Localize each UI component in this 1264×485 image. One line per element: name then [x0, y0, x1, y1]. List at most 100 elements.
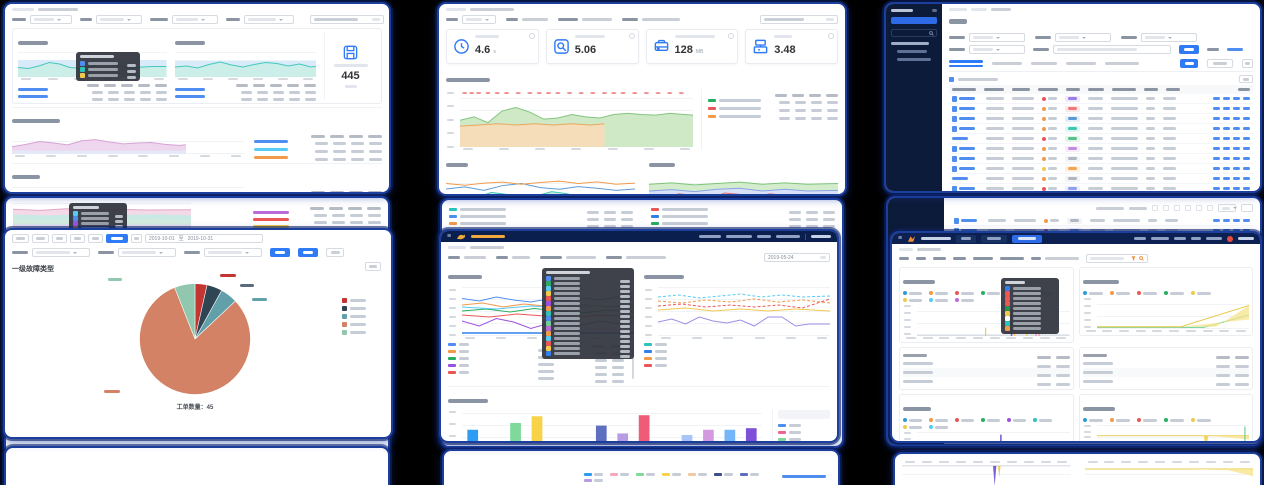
titlebar-menu-item[interactable]: [699, 235, 721, 238]
legend-item[interactable]: [1163, 291, 1184, 295]
filter-link[interactable]: [916, 257, 926, 260]
range-30d-button[interactable]: [88, 234, 103, 243]
legend-item[interactable]: [636, 473, 655, 476]
filter-link[interactable]: [953, 257, 966, 260]
legend-item[interactable]: [714, 473, 733, 476]
legend-item[interactable]: [929, 425, 948, 429]
export-button[interactable]: [298, 248, 318, 257]
range-yesterday-button[interactable]: [32, 234, 49, 243]
legend-item[interactable]: [955, 298, 974, 302]
legend-item[interactable]: [610, 473, 629, 476]
legend-item[interactable]: [1082, 291, 1103, 295]
legend-item[interactable]: [929, 298, 948, 302]
legend-item[interactable]: [1163, 418, 1184, 422]
legend-item[interactable]: [903, 425, 922, 429]
filter-link[interactable]: [899, 257, 909, 260]
search-button[interactable]: [1179, 45, 1199, 54]
range-15d-button[interactable]: [70, 234, 85, 243]
chart-legend[interactable]: [1082, 418, 1250, 422]
titlebar-dropdown[interactable]: [1206, 237, 1222, 240]
range-custom-button[interactable]: [106, 234, 128, 243]
metric-table[interactable]: [254, 193, 382, 194]
legend-item[interactable]: [1136, 291, 1157, 295]
legend-item[interactable]: [1109, 291, 1130, 295]
table-row[interactable]: [951, 216, 1253, 226]
user-menu[interactable]: [811, 235, 831, 238]
table-rows[interactable]: [903, 359, 1070, 386]
table-row[interactable]: [949, 124, 1253, 134]
download-button[interactable]: [365, 262, 381, 271]
titlebar-menu-item[interactable]: [726, 235, 752, 238]
kpi-card-query[interactable]: 5.06: [545, 29, 639, 64]
filter-app[interactable]: [446, 15, 496, 24]
series-legend[interactable]: [448, 341, 469, 376]
filter-game[interactable]: [448, 256, 486, 259]
titlebar-menu-item[interactable]: [776, 235, 800, 238]
filter-node[interactable]: [606, 256, 666, 259]
legend-item[interactable]: [1136, 418, 1157, 422]
help-icon[interactable]: [728, 33, 735, 39]
help-icon[interactable]: [528, 33, 535, 39]
legend-item[interactable]: [903, 291, 922, 295]
table-row[interactable]: [949, 104, 1253, 114]
series-table[interactable]: [708, 96, 838, 120]
scrollbar[interactable]: [632, 341, 634, 379]
date-picker[interactable]: [760, 15, 838, 24]
filter-app[interactable]: [12, 15, 72, 24]
chart-legend[interactable]: [903, 418, 1070, 429]
fault-type-pie-chart[interactable]: [134, 278, 256, 400]
expand-link[interactable]: [1227, 48, 1243, 51]
kpi-card-size[interactable]: 128 MB: [645, 29, 739, 64]
bar-legend[interactable]: [778, 422, 830, 441]
legend-item[interactable]: [929, 418, 948, 422]
row-actions[interactable]: [1213, 177, 1250, 180]
table-row[interactable]: [949, 94, 1253, 104]
tab-all-active[interactable]: [949, 60, 983, 67]
legend-link[interactable]: [782, 475, 826, 478]
table-row[interactable]: [949, 154, 1253, 164]
more-button[interactable]: [1242, 59, 1253, 68]
legend-item[interactable]: [584, 473, 603, 476]
row-actions[interactable]: [1213, 107, 1250, 110]
table-row[interactable]: [949, 144, 1253, 154]
legend-item[interactable]: [929, 291, 948, 295]
table-rows[interactable]: [449, 206, 633, 228]
titlebar-dropdown[interactable]: [1134, 237, 1146, 240]
tab-done[interactable]: [1066, 62, 1096, 65]
filter-region[interactable]: [12, 248, 90, 257]
filter-env[interactable]: [80, 15, 142, 24]
titlebar-dropdown[interactable]: [1174, 237, 1186, 240]
sidebar-item-group[interactable]: [891, 42, 929, 45]
range-7d-button[interactable]: [52, 234, 67, 243]
filter-owner[interactable]: [1121, 33, 1197, 42]
legend-item[interactable]: [955, 418, 974, 422]
series-legend[interactable]: [644, 341, 830, 369]
legend-item[interactable]: [1190, 291, 1211, 295]
funnel-icon[interactable]: [1131, 256, 1136, 261]
column-settings-button[interactable]: [1239, 75, 1253, 83]
legend-item[interactable]: [981, 418, 1000, 422]
keyword-search[interactable]: [1033, 45, 1171, 54]
table-rows[interactable]: [1082, 359, 1249, 386]
kpi-card-duration[interactable]: 4.6 s: [446, 29, 539, 64]
range-today-button[interactable]: [12, 234, 29, 243]
metric-table[interactable]: [254, 137, 382, 161]
filter-version[interactable]: [558, 18, 612, 21]
row-actions[interactable]: [1213, 97, 1250, 100]
kpi-card-ratio[interactable]: 3.48: [745, 29, 838, 64]
date-picker[interactable]: 2019-05-24: [764, 253, 830, 262]
row-actions[interactable]: [1213, 137, 1250, 140]
filter-zone[interactable]: [496, 256, 530, 259]
legend-item[interactable]: [688, 473, 707, 476]
filter-type[interactable]: [1035, 33, 1111, 42]
menu-icon[interactable]: ≡: [447, 233, 452, 240]
reset-link[interactable]: [1207, 48, 1219, 51]
table-body[interactable]: [949, 94, 1253, 191]
chart-legend[interactable]: [1082, 291, 1250, 295]
date-range-picker[interactable]: [310, 15, 384, 24]
sidebar-item-active[interactable]: [891, 17, 937, 24]
filter-link[interactable]: [1000, 257, 1024, 260]
endpoint-table[interactable]: [18, 86, 167, 101]
endpoint-table[interactable]: [174, 86, 316, 101]
legend-item[interactable]: [1190, 418, 1211, 422]
